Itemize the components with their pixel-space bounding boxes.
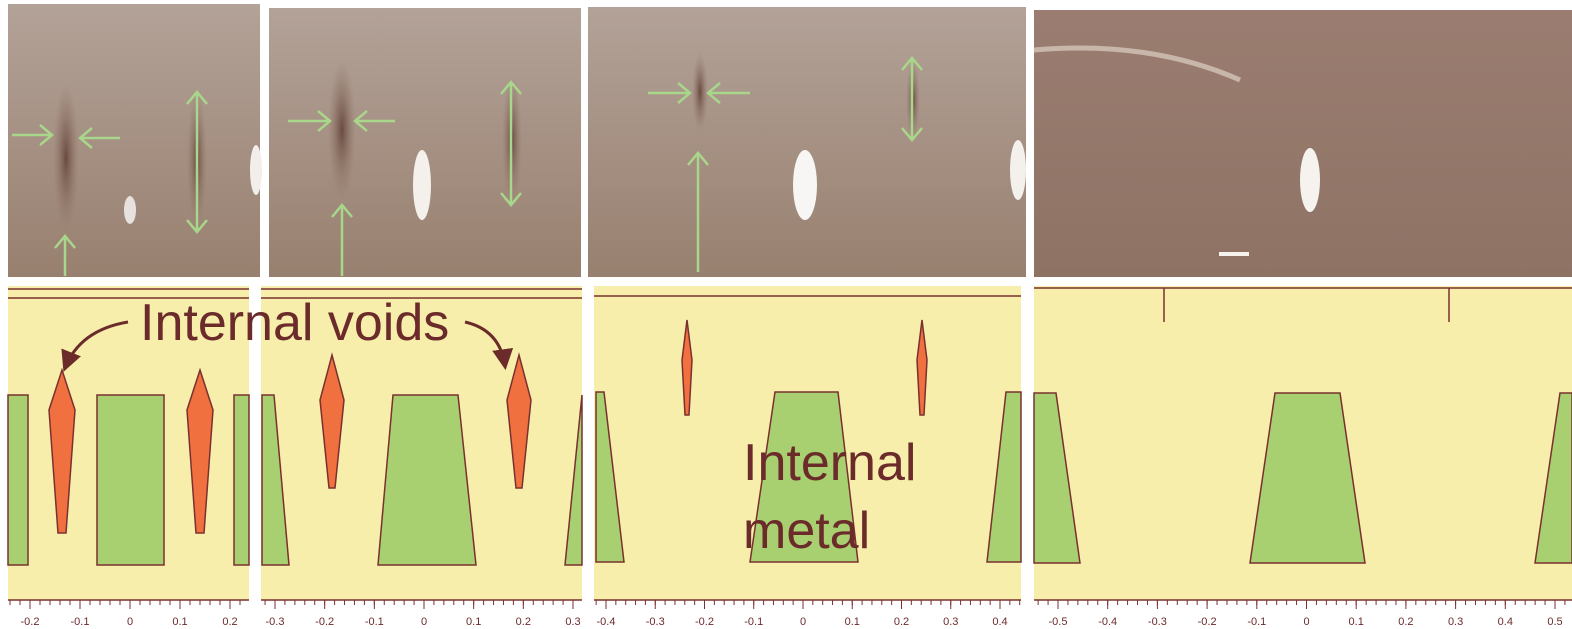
tick-label: -0.5	[1049, 616, 1068, 628]
tick-label: 0.1	[845, 616, 860, 628]
tick-label: 0.3	[943, 616, 958, 628]
tick-label: -0.3	[646, 616, 665, 628]
tick-label: -0.3	[266, 616, 285, 628]
tick-label: 0	[421, 616, 427, 628]
tick-label: -0.2	[21, 616, 40, 628]
tick-label: -0.1	[1247, 616, 1266, 628]
tick-label: 0.1	[466, 616, 481, 628]
tick-label: 0.2	[516, 616, 531, 628]
tick-label: 0.4	[1498, 616, 1513, 628]
figure: Internal voids Internal metal -0.2 -0.1 0 0…	[0, 0, 1572, 629]
tick-label: 0.1	[1349, 616, 1364, 628]
tick-label: 0.4	[992, 616, 1007, 628]
tick-label: -0.1	[71, 616, 90, 628]
voids-label: Internal voids	[140, 294, 449, 352]
tick-label: -0.3	[1148, 616, 1167, 628]
tick-label: 0.5	[1547, 616, 1562, 628]
tick-label: -0.1	[365, 616, 384, 628]
tick-label: -0.1	[744, 616, 763, 628]
tick-label: 0.1	[172, 616, 187, 628]
tick-label: 0.3	[1448, 616, 1463, 628]
tick-label: 0	[1303, 616, 1309, 628]
tick-label: 0.3	[565, 616, 580, 628]
tick-label: 0.2	[1398, 616, 1413, 628]
axes: -0.2 -0.1 0 0.1 0.2 -0.3 -0.2 -0.1 0 0.1 0.2 0.3 -0.…	[8, 600, 1572, 628]
metal-label: metal	[743, 502, 870, 560]
tick-label: 0.2	[222, 616, 237, 628]
tick-label: -0.2	[695, 616, 714, 628]
tick-label: -0.4	[597, 616, 616, 628]
metal-label: Internal	[743, 434, 916, 492]
tick-label: 0	[127, 616, 133, 628]
tick-label: 0	[800, 616, 806, 628]
tick-label: 0.2	[894, 616, 909, 628]
micrographs	[8, 4, 1572, 277]
tick-label: -0.4	[1098, 616, 1117, 628]
tick-label: -0.2	[315, 616, 334, 628]
tick-label: -0.2	[1198, 616, 1217, 628]
